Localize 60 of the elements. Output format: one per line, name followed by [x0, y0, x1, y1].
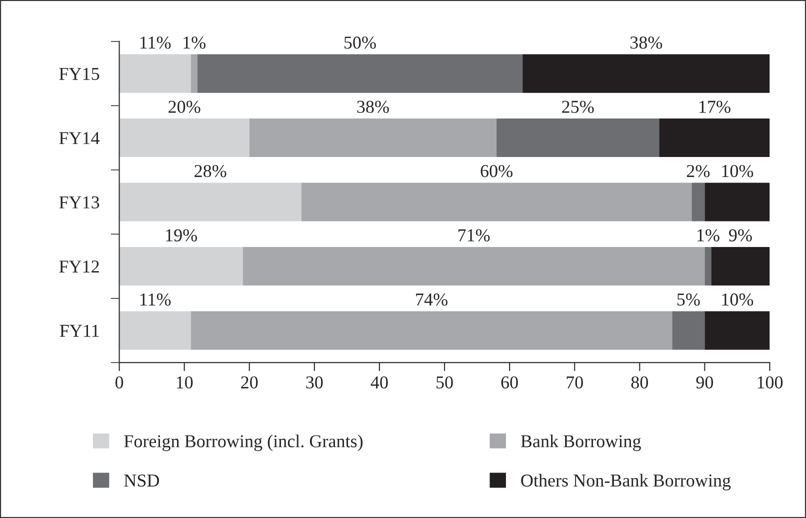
y-tick-label: FY13: [59, 196, 100, 208]
data-label: 10%: [722, 293, 754, 306]
bar: [659, 118, 770, 158]
x-tick-label: 30: [306, 376, 323, 388]
y-tick-label: FY15: [59, 68, 100, 80]
bar: [197, 54, 523, 93]
data-label: 74%: [416, 293, 448, 306]
data-label: 5%: [677, 293, 700, 306]
data-label: 9%: [729, 229, 752, 242]
bar: [692, 182, 705, 222]
data-label: 20%: [168, 100, 200, 113]
x-tick-label: 10: [176, 376, 193, 388]
data-label: 50%: [344, 36, 376, 49]
x-tick-label: 70: [566, 376, 583, 388]
x-tick-label: 20: [241, 376, 258, 388]
data-label: 11%: [140, 293, 171, 306]
y-tick-label: FY12: [59, 260, 99, 273]
x-tick-label: 60: [501, 376, 518, 388]
x-tick-label: 90: [696, 376, 714, 388]
legend-label: Bank Borrowing: [520, 434, 641, 452]
x-tick-label: 50: [436, 376, 453, 388]
bar: [704, 182, 770, 222]
bar: [301, 182, 692, 222]
x-tick-label: 80: [631, 376, 648, 388]
data-label: 1%: [184, 36, 206, 49]
bar: [119, 311, 191, 350]
bar: [704, 311, 770, 350]
data-label: 10%: [722, 164, 754, 178]
data-label: 71%: [458, 229, 490, 242]
data-label: 19%: [166, 229, 198, 242]
bar: [119, 54, 191, 93]
bar: [119, 246, 243, 286]
data-label: 1%: [697, 229, 720, 242]
data-label: 25%: [562, 100, 594, 113]
x-tick-label: 100: [758, 376, 783, 388]
x-tick-label: 40: [370, 376, 388, 388]
bar: [190, 311, 672, 350]
data-label: 60%: [480, 164, 512, 178]
data-label: 17%: [699, 100, 730, 113]
data-label: 38%: [357, 100, 389, 113]
bar: [672, 311, 705, 350]
x-tick-label: 0: [115, 376, 124, 388]
bar: [190, 54, 198, 93]
data-label: 11%: [140, 36, 171, 49]
legend-label: NSD: [124, 474, 160, 487]
bar: [119, 118, 250, 158]
bar: [711, 246, 770, 286]
bar: [496, 118, 660, 158]
bar: [704, 246, 712, 286]
legend-label: Foreign Borrowing (incl. Grants): [124, 434, 363, 452]
data-label: 38%: [630, 36, 662, 49]
y-tick-label: FY14: [59, 132, 100, 144]
y-tick-label: FY11: [60, 324, 99, 337]
bar: [522, 54, 770, 93]
bar: [249, 118, 497, 158]
bar: [119, 182, 302, 222]
data-label: 2%: [686, 164, 710, 178]
data-label: 28%: [194, 164, 226, 178]
legend-label: Others Non-Bank Borrowing: [521, 474, 731, 490]
bar: [242, 246, 705, 286]
